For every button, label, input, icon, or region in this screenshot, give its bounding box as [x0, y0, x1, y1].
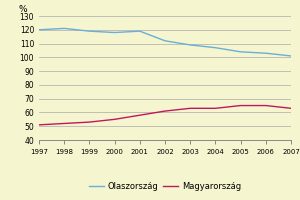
Olaszország — [62, 27, 66, 30]
Magyarország — [37, 124, 41, 126]
Magyarország — [138, 114, 142, 116]
Olaszország — [188, 44, 192, 46]
Olaszország — [264, 52, 268, 54]
Magyarország — [188, 107, 192, 110]
Line: Magyarország: Magyarország — [39, 106, 291, 125]
Magyarország — [62, 122, 66, 125]
Line: Olaszország: Olaszország — [39, 28, 291, 56]
Magyarország — [163, 110, 167, 112]
Olaszország — [214, 46, 217, 49]
Olaszország — [37, 29, 41, 31]
Text: %: % — [19, 5, 28, 14]
Magyarország — [289, 107, 293, 110]
Olaszország — [289, 55, 293, 57]
Magyarország — [239, 104, 242, 107]
Magyarország — [214, 107, 217, 110]
Olaszország — [113, 31, 116, 34]
Magyarország — [113, 118, 116, 121]
Magyarország — [88, 121, 91, 123]
Olaszország — [239, 51, 242, 53]
Olaszország — [163, 40, 167, 42]
Olaszország — [88, 30, 91, 32]
Legend: Olaszország, Magyarország: Olaszország, Magyarország — [86, 179, 244, 195]
Olaszország — [138, 30, 142, 32]
Magyarország — [264, 104, 268, 107]
